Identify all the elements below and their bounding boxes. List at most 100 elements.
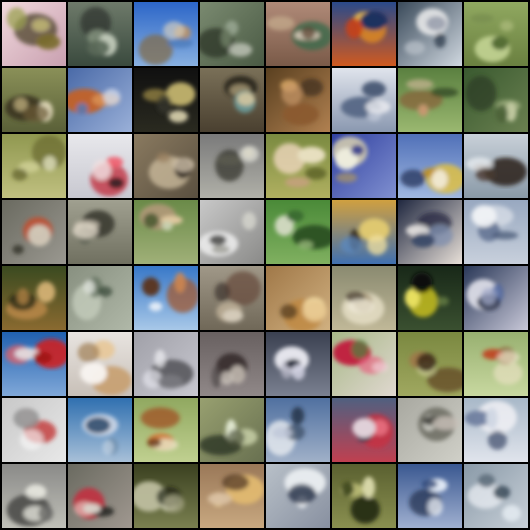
sample-tile <box>464 398 528 462</box>
tile-blob <box>418 104 429 117</box>
tile-blob <box>404 41 426 55</box>
tile-blob <box>362 476 376 499</box>
sample-image <box>266 2 330 66</box>
sample-tile <box>464 134 528 198</box>
tile-background <box>464 332 528 396</box>
tile-blob <box>154 349 166 368</box>
tile-blob <box>475 167 496 181</box>
tile-blob <box>341 481 354 497</box>
tile-blob <box>291 407 305 425</box>
sample-image <box>332 266 396 330</box>
sample-image <box>266 200 330 264</box>
tile-blob <box>464 410 492 426</box>
tile-blob <box>436 296 449 306</box>
tile-blob <box>427 498 443 516</box>
tile-blob <box>14 97 28 112</box>
sample-image <box>68 332 132 396</box>
sample-tile <box>200 398 264 462</box>
tile-blob <box>92 159 111 180</box>
sample-image <box>200 398 264 462</box>
tile-blob <box>17 288 29 305</box>
tile-blob <box>432 416 460 430</box>
sample-tile <box>266 332 330 396</box>
tile-blob <box>299 78 324 97</box>
sample-tile <box>134 68 198 132</box>
sample-tile <box>68 68 132 132</box>
tile-blob <box>427 367 462 393</box>
sample-tile <box>2 398 66 462</box>
tile-blob <box>167 37 194 49</box>
sample-image <box>2 398 66 462</box>
sample-image <box>68 134 132 198</box>
tile-blob <box>359 11 388 31</box>
sample-image <box>68 200 132 264</box>
tile-blob <box>426 16 447 31</box>
sample-image <box>2 2 66 66</box>
sample-tile <box>266 200 330 264</box>
tile-blob <box>242 212 257 230</box>
tile-blob <box>80 7 112 39</box>
tile-blob <box>470 14 494 23</box>
tile-blob <box>103 88 121 106</box>
sample-tile <box>266 134 330 198</box>
tile-blob <box>85 417 111 434</box>
sample-tile <box>464 464 528 528</box>
tile-blob <box>340 236 362 254</box>
sample-image <box>332 332 396 396</box>
tile-blob <box>33 351 52 364</box>
tile-blob <box>434 32 446 48</box>
sample-tile <box>200 134 264 198</box>
tile-blob <box>138 34 173 65</box>
sample-tile <box>398 2 462 66</box>
sample-image <box>266 68 330 132</box>
sample-image <box>134 68 198 132</box>
tile-blob <box>273 143 306 175</box>
sample-tile <box>332 200 396 264</box>
sample-image <box>332 200 396 264</box>
tile-blob <box>83 280 95 294</box>
tile-blob <box>87 39 110 56</box>
sample-image <box>464 68 528 132</box>
sample-tile <box>464 200 528 264</box>
tile-blob <box>20 429 43 450</box>
tile-blob <box>72 223 99 239</box>
tile-blob <box>168 110 188 123</box>
tile-blob <box>80 362 108 385</box>
tile-blob <box>361 81 386 98</box>
sample-image <box>200 68 264 132</box>
sample-image <box>464 398 528 462</box>
sample-tile <box>398 464 462 528</box>
sample-image <box>200 200 264 264</box>
tile-blob <box>399 90 443 111</box>
sample-image <box>464 134 528 198</box>
sample-image <box>68 266 132 330</box>
sample-image <box>2 134 66 198</box>
tile-blob <box>36 281 56 303</box>
tile-blob <box>209 234 227 246</box>
sample-image <box>266 464 330 528</box>
tile-blob <box>285 424 305 441</box>
sample-tile <box>200 200 264 264</box>
tile-blob <box>493 485 511 500</box>
sample-image <box>200 332 264 396</box>
tile-blob <box>140 407 180 429</box>
sample-image <box>134 332 198 396</box>
tile-blob <box>102 440 114 455</box>
tile-blob <box>77 342 100 363</box>
sample-tile <box>2 68 66 132</box>
tile-blob <box>14 347 40 360</box>
sample-tile <box>332 2 396 66</box>
tile-blob <box>350 144 365 156</box>
sample-tile <box>134 2 198 66</box>
sample-tile <box>68 464 132 528</box>
tile-blob <box>13 408 40 429</box>
sample-image <box>464 464 528 528</box>
tile-blob <box>480 287 497 305</box>
tile-background <box>134 398 198 462</box>
sample-image <box>2 464 66 528</box>
tile-blob <box>431 169 448 189</box>
sample-image <box>398 332 462 396</box>
tile-blob <box>217 155 242 165</box>
sample-image <box>398 2 462 66</box>
sample-image <box>464 2 528 66</box>
